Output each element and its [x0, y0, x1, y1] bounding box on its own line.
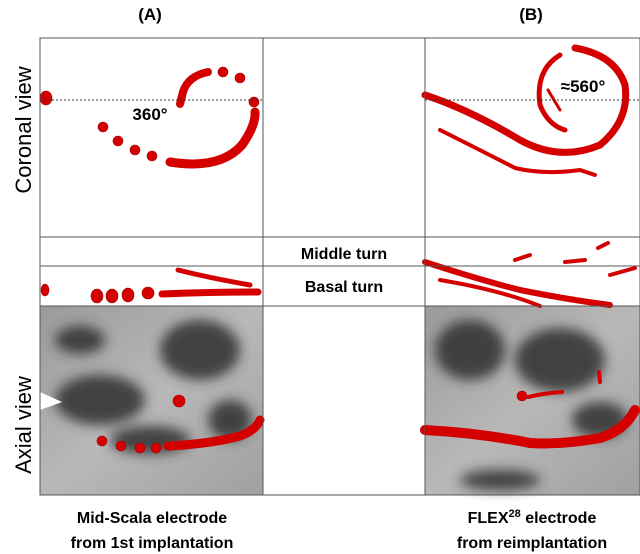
angle-label: ≈560°	[561, 77, 606, 96]
caption-superscript: 28	[509, 508, 521, 520]
row-label: Coronal view	[11, 66, 36, 193]
panel-label: (B)	[519, 5, 543, 24]
angle-label: 360°	[132, 105, 167, 124]
panel-label: (A)	[138, 5, 162, 24]
axial-image-b	[425, 306, 640, 495]
caption-part: electrode	[521, 510, 597, 527]
caption: from 1st implantation	[71, 535, 234, 552]
caption: Mid-Scala electrode	[77, 510, 227, 527]
turn-label: Basal turn	[305, 279, 383, 296]
turn-label: Middle turn	[301, 246, 387, 263]
coronal-electrode-b	[425, 48, 626, 175]
row-label: Axial view	[11, 376, 36, 474]
axial-image-a	[40, 306, 263, 495]
caption: FLEX28 electrode	[468, 508, 597, 527]
caption-part: FLEX	[468, 510, 509, 527]
caption: from reimplantation	[457, 535, 607, 552]
figure: (A) (B) Coronal view Axial view	[0, 0, 640, 554]
